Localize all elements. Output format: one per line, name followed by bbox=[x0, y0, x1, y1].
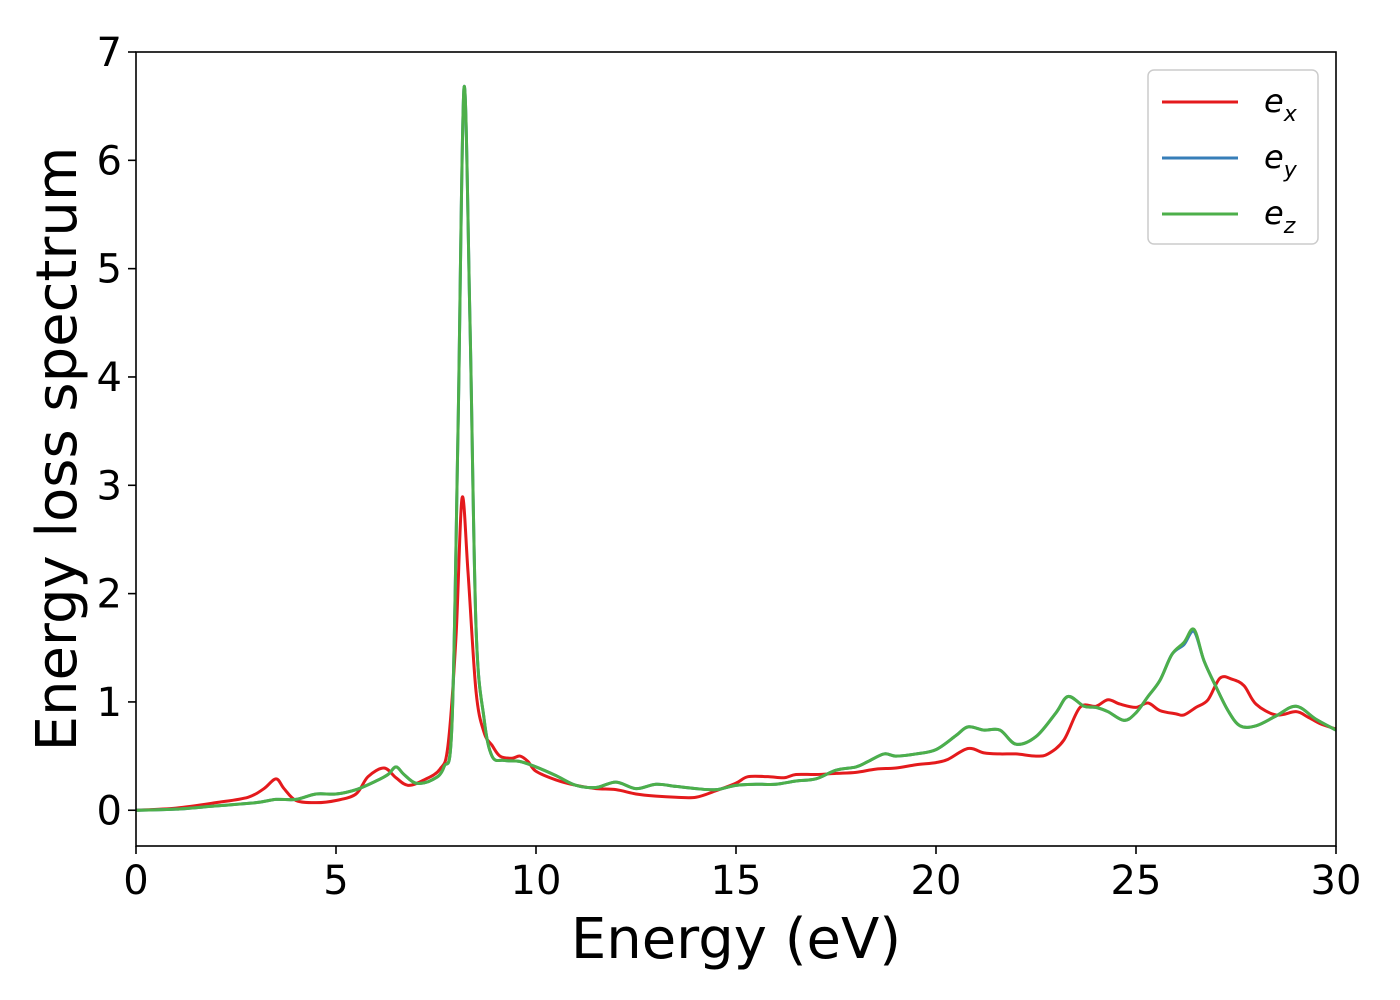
x-axis-title: Energy (eV) bbox=[571, 907, 901, 972]
y-axis-title: Energy loss spectrum bbox=[25, 147, 90, 752]
y-tick-label: 3 bbox=[97, 463, 122, 509]
legend-label-e-z: ez bbox=[1264, 194, 1296, 239]
x-tick-label: 30 bbox=[1311, 858, 1362, 904]
y-axis-ticks: 0 1 2 3 4 5 6 7 bbox=[97, 30, 136, 834]
y-tick-label: 5 bbox=[97, 247, 122, 293]
series-layer bbox=[136, 84, 1336, 812]
x-tick-label: 5 bbox=[323, 858, 348, 904]
series-line-e-z bbox=[136, 84, 1336, 812]
x-tick-label: 25 bbox=[1111, 858, 1162, 904]
y-tick-label: 4 bbox=[97, 355, 122, 401]
x-tick-label: 0 bbox=[123, 858, 148, 904]
series-line-e-x bbox=[136, 495, 1336, 812]
x-tick-label: 20 bbox=[911, 858, 962, 904]
y-tick-label: 0 bbox=[97, 788, 122, 834]
legend: ex ey ez bbox=[1147, 69, 1319, 245]
y-tick-label: 6 bbox=[97, 138, 122, 184]
x-tick-label: 10 bbox=[511, 858, 562, 904]
x-tick-label: 15 bbox=[711, 858, 762, 904]
x-axis-ticks: 0 5 10 15 20 25 30 bbox=[123, 846, 1361, 904]
y-tick-label: 1 bbox=[97, 680, 122, 726]
y-tick-label: 7 bbox=[97, 30, 122, 76]
legend-label-e-y: ey bbox=[1264, 138, 1298, 183]
legend-items: ex ey ez bbox=[1162, 82, 1298, 239]
y-tick-label: 2 bbox=[97, 572, 122, 618]
legend-label-e-x: ex bbox=[1264, 82, 1298, 127]
